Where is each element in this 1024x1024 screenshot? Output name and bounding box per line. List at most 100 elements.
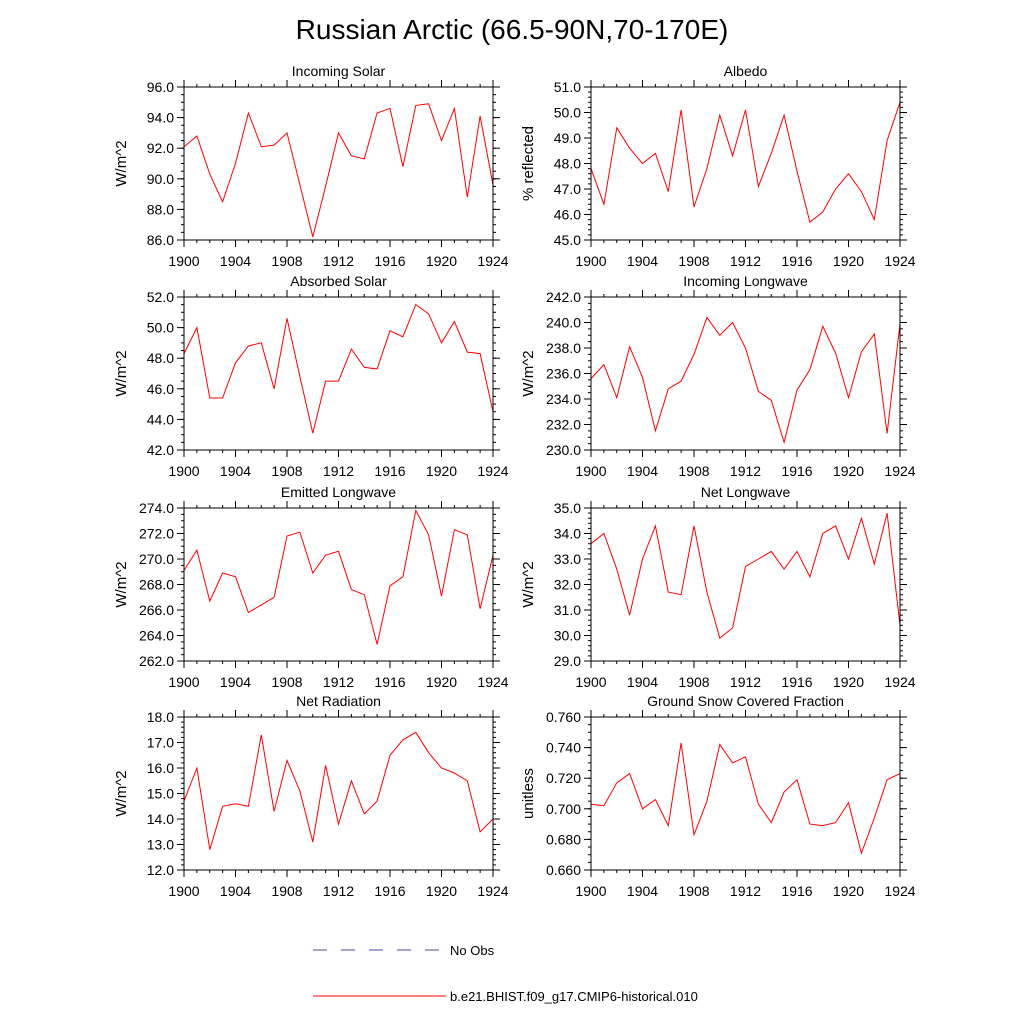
chart-6-xtick-label: 1912 (323, 883, 354, 899)
chart-6-xtick-label: 1908 (271, 883, 302, 899)
chart-0-xtick-label: 1920 (426, 253, 457, 269)
chart-3-ytick-label: 232.0 (546, 417, 581, 433)
chart-1-ytick-label: 49.0 (554, 130, 581, 146)
chart-6-xtick-label: 1924 (477, 883, 508, 899)
chart-1-xtick-label: 1900 (575, 253, 606, 269)
chart-2-ytick-label: 42.0 (147, 442, 174, 458)
chart-6: Net Radiation 12.0 13.0 14.0 15.0 16.0 17.0 18.… (113, 693, 509, 899)
chart-5-series-line-0 (590, 512, 901, 639)
chart-5-ytick-label: 32.0 (554, 577, 581, 593)
chart-3-title: Incoming Longwave (683, 273, 808, 289)
chart-5-xtick-label: 1920 (833, 674, 864, 690)
chart-7-ytick-label: 0.760 (546, 709, 581, 725)
chart-5-ytick-label: 34.0 (554, 526, 581, 542)
chart-7-xtick-label: 1920 (833, 883, 864, 899)
chart-2-xtick-label: 1920 (426, 463, 457, 479)
chart-0-ytick-label: 94.0 (147, 110, 174, 126)
chart-3-ytick-label: 234.0 (546, 391, 581, 407)
legend-model-label: b.e21.BHIST.f09_g17.CMIP6-historical.010 (450, 989, 698, 1004)
chart-7-ytick-label: 0.680 (546, 831, 581, 847)
chart-7-series-line-0 (590, 742, 901, 855)
chart-2-series-line-0 (183, 303, 494, 434)
chart-3-ylabel: W/m^2 (520, 350, 537, 396)
chart-1-ytick-label: 48.0 (554, 156, 581, 172)
chart-5-xtick-label: 1924 (884, 674, 915, 690)
chart-1-xtick-label: 1916 (781, 253, 812, 269)
chart-3-ytick-label: 230.0 (546, 442, 581, 458)
chart-4-ytick-label: 266.0 (139, 602, 174, 618)
chart-5-xtick-label: 1904 (627, 674, 658, 690)
chart-0-ytick-label: 92.0 (147, 140, 174, 156)
chart-6-frame (183, 716, 494, 871)
chart-0-series-line-0 (183, 103, 494, 238)
chart-4-xtick-label: 1908 (271, 674, 302, 690)
chart-5-ytick-label: 35.0 (554, 500, 581, 516)
chart-5-ytick-label: 29.0 (554, 653, 581, 669)
chart-7-ytick-label: 0.700 (546, 801, 581, 817)
chart-4-xtick-label: 1920 (426, 674, 457, 690)
chart-6-ytick-label: 16.0 (147, 760, 174, 776)
chart-2-ytick-label: 50.0 (147, 320, 174, 336)
chart-6-xtick-label: 1920 (426, 883, 457, 899)
chart-4-series-line-0 (183, 509, 494, 645)
chart-7-title: Ground Snow Covered Fraction (647, 693, 844, 709)
chart-1-series-line-0 (590, 102, 901, 223)
chart-7-xtick-label: 1904 (627, 883, 658, 899)
chart-2-xtick-label: 1900 (168, 463, 199, 479)
chart-3-ytick-label: 236.0 (546, 366, 581, 382)
chart-7-xtick-label: 1900 (575, 883, 606, 899)
chart-7-ytick-label: 0.740 (546, 740, 581, 756)
chart-0-ytick-label: 86.0 (147, 232, 174, 248)
chart-3-ytick-label: 238.0 (546, 340, 581, 356)
chart-3-xtick-label: 1920 (833, 463, 864, 479)
chart-2-ytick-label: 52.0 (147, 289, 174, 305)
chart-5-ytick-label: 33.0 (554, 551, 581, 567)
chart-3-ytick-label: 242.0 (546, 289, 581, 305)
chart-4-xtick-label: 1900 (168, 674, 199, 690)
chart-0-frame (183, 86, 494, 241)
chart-5-frame (590, 507, 901, 662)
chart-6-ytick-label: 14.0 (147, 811, 174, 827)
chart-0-xtick-label: 1908 (271, 253, 302, 269)
chart-7: Ground Snow Covered Fraction 0.660 0.680 0.… (520, 693, 916, 899)
chart-3-ytick-label: 240.0 (546, 315, 581, 331)
chart-7-ytick-label: 0.720 (546, 770, 581, 786)
chart-6-ytick-label: 15.0 (147, 786, 174, 802)
chart-6-ytick-label: 17.0 (147, 735, 174, 751)
chart-0-ytick-label: 90.0 (147, 171, 174, 187)
chart-5-xtick-label: 1916 (781, 674, 812, 690)
chart-6-ytick-label: 13.0 (147, 837, 174, 853)
chart-2: Absorbed Solar 42.0 44.0 46.0 48.0 50.0 52.0 19… (113, 273, 509, 479)
chart-7-xtick-label: 1916 (781, 883, 812, 899)
chart-6-title: Net Radiation (296, 693, 381, 709)
chart-4-ytick-label: 262.0 (139, 653, 174, 669)
chart-7-xtick-label: 1912 (730, 883, 761, 899)
chart-2-ytick-label: 46.0 (147, 381, 174, 397)
chart-0: Incoming Solar 86.0 88.0 90.0 92.0 94.0 96.0 19… (113, 63, 509, 269)
chart-0-xtick-label: 1904 (220, 253, 251, 269)
chart-1-xtick-label: 1924 (884, 253, 915, 269)
chart-3-xtick-label: 1912 (730, 463, 761, 479)
chart-4-xtick-label: 1916 (374, 674, 405, 690)
chart-panels: Incoming Solar 86.0 88.0 90.0 92.0 94.0 96.0 19… (113, 63, 916, 899)
chart-2-title: Absorbed Solar (290, 273, 387, 289)
chart-1: Albedo 45.0 46.0 47.0 48.0 49.0 50.0 51.0 1900 19… (520, 63, 916, 269)
chart-5-xtick-label: 1900 (575, 674, 606, 690)
chart-5-ytick-label: 31.0 (554, 602, 581, 618)
chart-5-xtick-label: 1908 (678, 674, 709, 690)
chart-7-ylabel: unitless (520, 768, 537, 819)
chart-4-xtick-label: 1924 (477, 674, 508, 690)
chart-3-xtick-label: 1904 (627, 463, 658, 479)
chart-5-xtick-label: 1912 (730, 674, 761, 690)
chart-6-ytick-label: 12.0 (147, 862, 174, 878)
chart-1-title: Albedo (724, 63, 768, 79)
chart-7-frame (590, 716, 901, 871)
chart-6-ylabel: W/m^2 (113, 770, 130, 816)
chart-1-ytick-label: 50.0 (554, 105, 581, 121)
chart-1-ytick-label: 51.0 (554, 79, 581, 95)
chart-0-ytick-label: 88.0 (147, 201, 174, 217)
chart-2-xtick-label: 1912 (323, 463, 354, 479)
chart-5-title: Net Longwave (701, 484, 791, 500)
chart-4-frame (183, 507, 494, 662)
